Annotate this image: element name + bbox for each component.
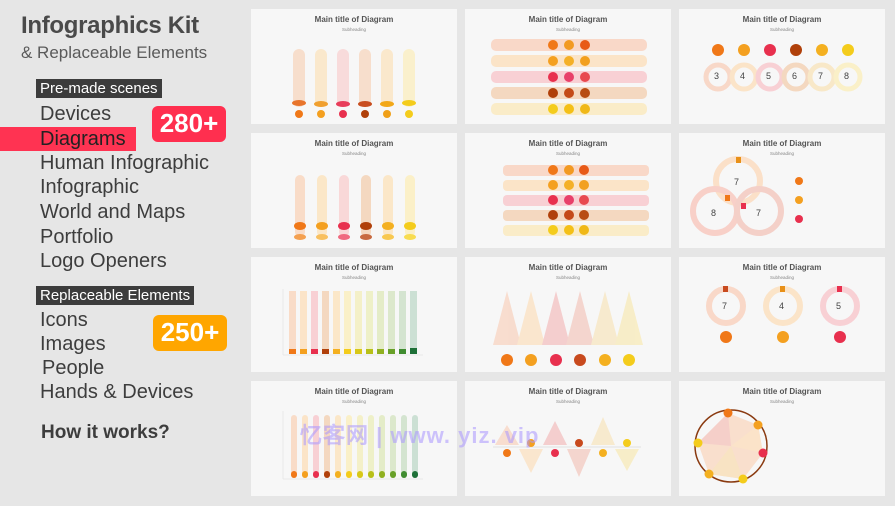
thumb-subheading: Subheading — [341, 27, 367, 32]
app-subtitle: & Replaceable Elements — [21, 43, 208, 62]
how-it-works-link[interactable]: How it works? — [41, 422, 170, 443]
ring-label: 7 — [818, 71, 824, 81]
premade-count-badge: 280+ — [152, 106, 226, 142]
thumb-subheading: Subheading — [769, 151, 795, 156]
thumb-title: Main title of Diagram — [742, 387, 822, 396]
ring-label: 8 — [844, 71, 850, 81]
diagram-thumbnail[interactable]: Main title of Diagram Subheading — [465, 9, 671, 124]
ring-label: 5 — [836, 301, 842, 311]
thumb-title: Main title of Diagram — [314, 139, 394, 148]
vertical-tubes-diagram — [292, 49, 416, 118]
rings-diagram — [706, 286, 860, 343]
venn-label: 7 — [734, 177, 740, 187]
diagram-thumbnail[interactable]: Main title of Diagram Subheading — [251, 133, 457, 248]
menu-item-infographic[interactable]: Infographic — [40, 176, 139, 198]
thumb-title: Main title of Diagram — [528, 387, 608, 396]
watermark: 忆客网 | www. yiz. vip — [300, 423, 540, 448]
thumb-title: Main title of Diagram — [528, 15, 608, 24]
menu-item-hands-devices[interactable]: Hands & Devices — [40, 381, 194, 403]
diagram-thumbnail[interactable]: Main title of Diagram Subheading 7 8 7 — [679, 133, 885, 248]
column-chart-diagram — [282, 411, 423, 480]
ring-label: 4 — [779, 301, 785, 311]
menu-item-people[interactable]: People — [42, 357, 105, 379]
premade-section-label: Pre-made scenes — [36, 79, 162, 98]
menu-item-diagrams[interactable]: Diagrams — [0, 127, 136, 151]
menu-item-images[interactable]: Images — [40, 333, 106, 355]
venn-diagram — [690, 156, 803, 236]
replaceable-count-badge: 250+ — [153, 315, 227, 351]
diagram-thumbnail[interactable]: Main title of Diagram Subheading 3 4 5 6… — [679, 9, 885, 124]
rings-diagram — [703, 44, 863, 92]
ring-label: 5 — [766, 71, 772, 81]
diagram-thumbnail[interactable]: Main title of Diagram Subheading — [251, 381, 457, 496]
cone-chart-diagram — [493, 291, 643, 366]
thumb-title: Main title of Diagram — [314, 15, 394, 24]
ring-label: 4 — [740, 71, 746, 81]
menu-item-human-infographic[interactable]: Human Infographic — [40, 152, 209, 174]
menu-item-devices[interactable]: Devices — [40, 103, 112, 125]
triangle-chart-diagram — [493, 417, 641, 477]
venn-label: 8 — [711, 208, 717, 218]
vertical-tubes-diagram — [294, 175, 416, 240]
venn-label: 7 — [756, 208, 762, 218]
ring-label: 7 — [722, 301, 728, 311]
thumb-subheading: Subheading — [341, 151, 367, 156]
thumb-title: Main title of Diagram — [314, 387, 394, 396]
thumb-subheading: Subheading — [555, 27, 581, 32]
menu-item-portfolio[interactable]: Portfolio — [40, 226, 114, 248]
thumb-title: Main title of Diagram — [742, 263, 822, 272]
column-chart-diagram — [282, 289, 423, 356]
thumb-subheading: Subheading — [769, 27, 795, 32]
thumb-subheading: Subheading — [341, 399, 367, 404]
diagram-thumbnail[interactable]: Main title of Diagram Subheading — [251, 9, 457, 124]
thumb-title: Main title of Diagram — [742, 139, 822, 148]
ring-label: 3 — [714, 71, 720, 81]
horizontal-bars-diagram — [503, 165, 649, 236]
thumb-subheading: Subheading — [555, 399, 581, 404]
diagram-thumbnail[interactable]: Main title of Diagram Subheading — [465, 381, 671, 496]
wheel-diagram — [693, 408, 768, 484]
menu-item-world-and-maps[interactable]: World and Maps — [40, 201, 186, 223]
menu-item-logo-openers[interactable]: Logo Openers — [40, 250, 167, 272]
replaceable-section-label: Replaceable Elements — [36, 286, 195, 305]
thumb-subheading: Subheading — [555, 151, 581, 156]
thumb-subheading: Subheading — [555, 275, 581, 280]
diagram-thumbnail[interactable]: Main title of Diagram Subheading — [465, 133, 671, 248]
horizontal-bars-diagram — [491, 39, 647, 115]
thumb-subheading: Subheading — [769, 275, 795, 280]
diagram-thumbnail[interactable]: Main title of Diagram Subheading — [679, 381, 885, 496]
thumb-title: Main title of Diagram — [528, 263, 608, 272]
diagram-thumbnail[interactable]: Main title of Diagram Subheading — [465, 257, 671, 372]
sidebar: Infographics Kit & Replaceable Elements … — [0, 0, 240, 506]
app-title: Infographics Kit — [21, 12, 199, 39]
thumb-subheading: Subheading — [341, 275, 367, 280]
thumb-title: Main title of Diagram — [314, 263, 394, 272]
thumb-subheading: Subheading — [769, 399, 795, 404]
thumb-title: Main title of Diagram — [742, 15, 822, 24]
diagram-thumbnail[interactable]: Main title of Diagram Subheading — [251, 257, 457, 372]
diagram-thumbnail[interactable]: Main title of Diagram Subheading 7 4 5 — [679, 257, 885, 372]
menu-item-icons[interactable]: Icons — [40, 309, 88, 331]
ring-label: 6 — [792, 71, 798, 81]
thumb-title: Main title of Diagram — [528, 139, 608, 148]
